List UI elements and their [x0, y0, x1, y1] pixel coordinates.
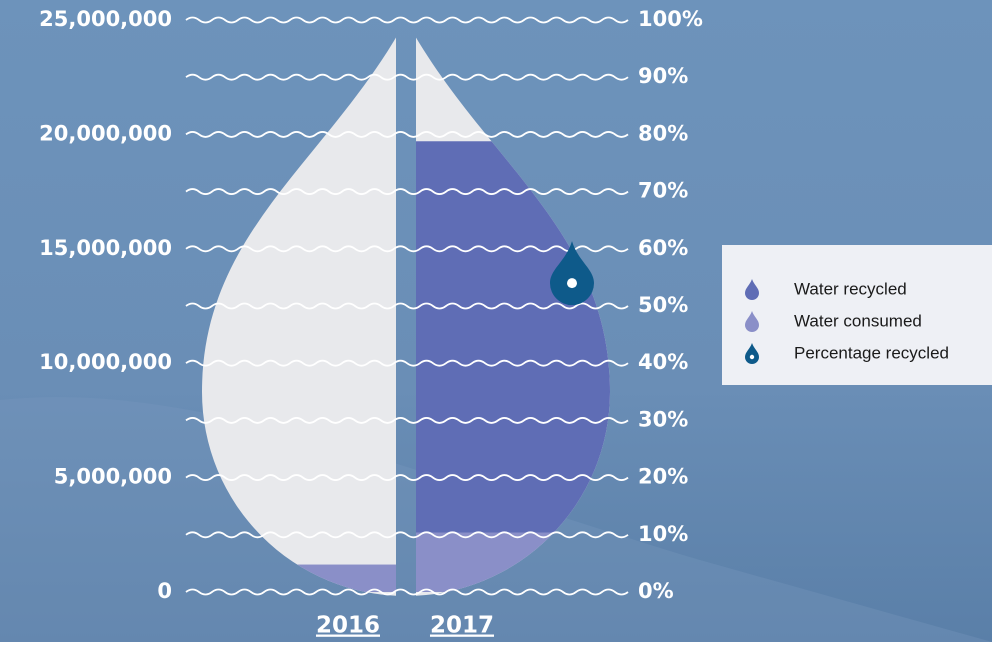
grid-line — [185, 245, 629, 253]
legend-label: Percentage recycled — [794, 343, 949, 362]
grid-line — [185, 73, 629, 81]
y2-tick-label: 10% — [638, 522, 688, 546]
marker-drop — [550, 241, 594, 306]
legend-icon-dot — [749, 354, 755, 360]
grid-line — [185, 417, 629, 424]
x-tick-label: 2017 — [430, 613, 494, 639]
y-tick-label: 15,000,000 — [39, 236, 172, 260]
marker — [550, 241, 594, 306]
legend-label: Water consumed — [794, 311, 922, 330]
x-tick-label: 2016 — [316, 613, 380, 639]
legend-icon — [745, 343, 759, 364]
grid-line — [185, 188, 629, 195]
y2-tick-label: 100% — [638, 7, 703, 31]
y2-tick-label: 50% — [638, 293, 688, 317]
y2-tick-label: 20% — [638, 465, 688, 489]
y2-tick-label: 60% — [638, 236, 688, 260]
grid-line — [185, 131, 629, 138]
grid — [185, 16, 629, 596]
y2-tick-label: 30% — [638, 407, 688, 431]
y-tick-label: 20,000,000 — [39, 121, 172, 145]
legend-label: Water recycled — [794, 279, 907, 298]
legend-icon — [745, 279, 759, 300]
grid-line — [185, 474, 629, 481]
y-tick-label: 5,000,000 — [54, 465, 172, 489]
y-tick-label: 10,000,000 — [39, 350, 172, 374]
y2-tick-label: 70% — [638, 179, 688, 203]
grid-line — [185, 531, 629, 539]
grid-line — [185, 302, 629, 310]
y2-tick-label: 90% — [638, 64, 688, 88]
marker-dot — [567, 278, 577, 289]
y2-tick-label: 0% — [638, 579, 674, 603]
y-tick-label: 25,000,000 — [39, 7, 172, 31]
grid-line — [185, 588, 629, 596]
legend-icon — [745, 311, 759, 332]
y2-tick-label: 80% — [638, 121, 688, 145]
grid-line — [185, 16, 629, 24]
y-tick-label: 0 — [157, 579, 172, 603]
y2-tick-label: 40% — [638, 350, 688, 374]
legend — [722, 245, 992, 385]
grid-line — [185, 359, 629, 367]
